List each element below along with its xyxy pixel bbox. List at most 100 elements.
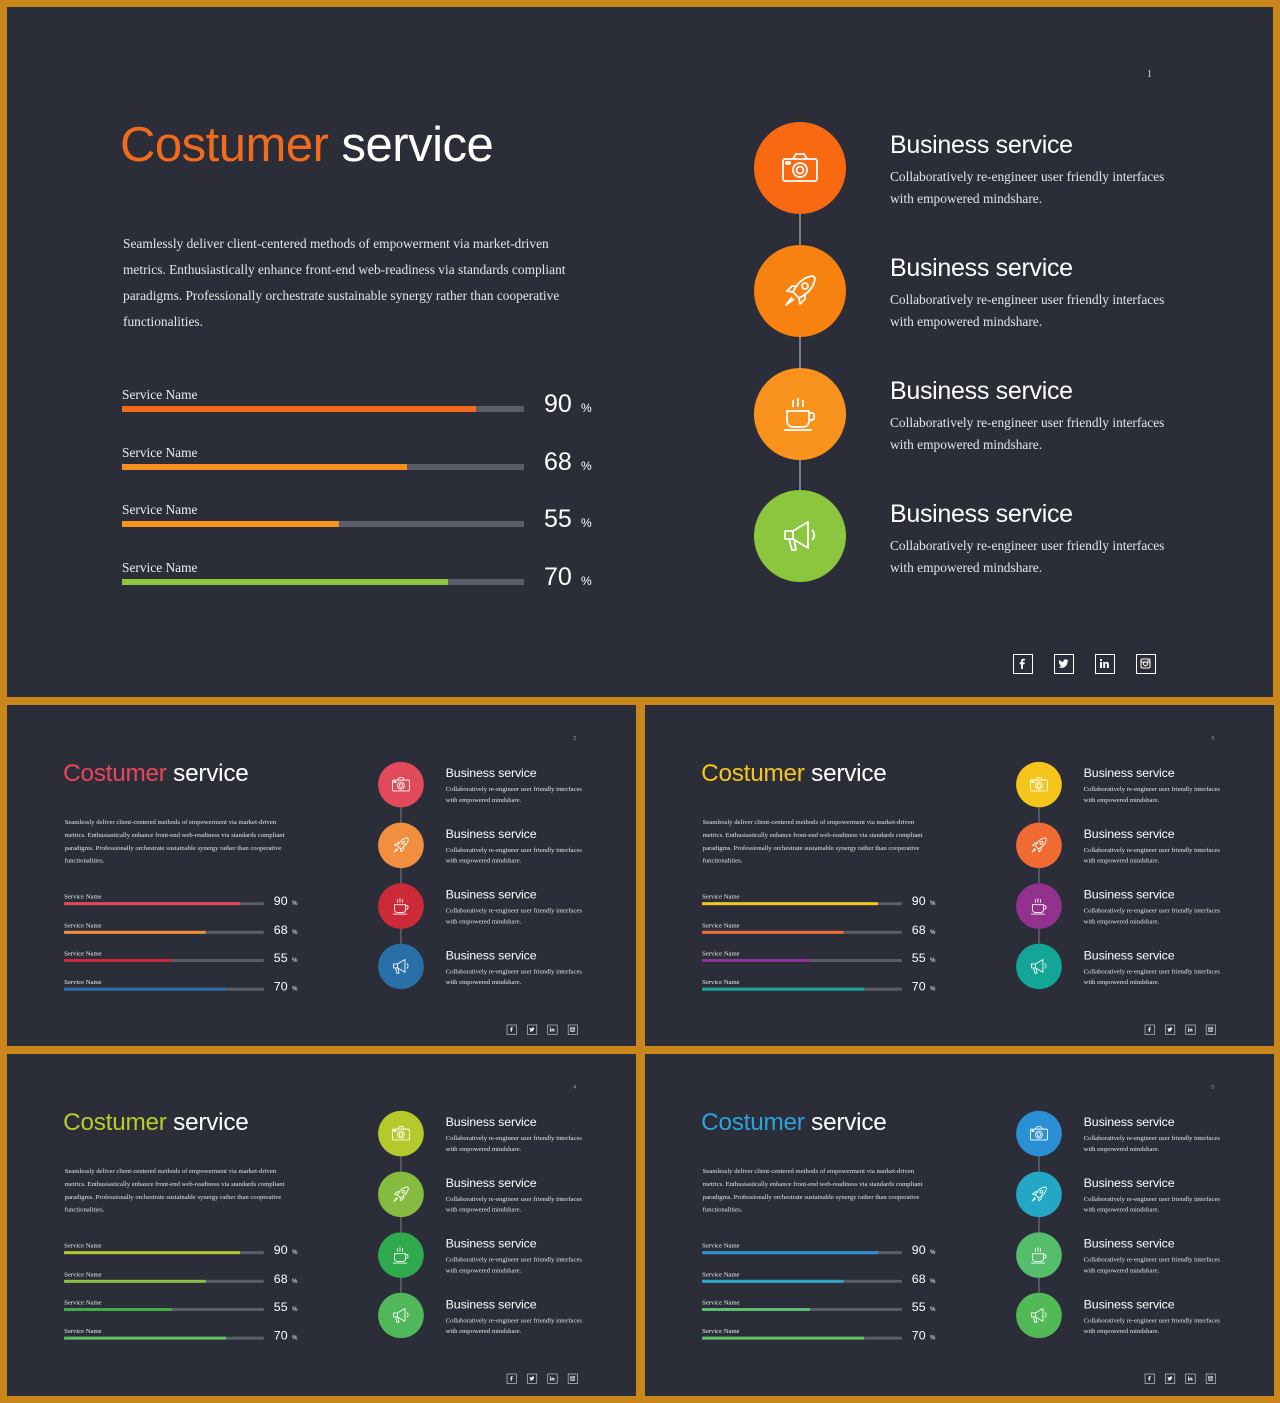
service-name-label: Service Name — [702, 1298, 740, 1307]
progress-row: Service Name 90% — [64, 1242, 307, 1267]
instagram-button[interactable] — [1136, 654, 1156, 674]
progress-fill — [702, 1279, 844, 1283]
percent-sign: % — [581, 459, 592, 473]
progress-track — [702, 1251, 902, 1255]
page-title: Costumer service — [701, 1108, 887, 1136]
progress-fill — [702, 959, 810, 962]
progress-value: 90 — [911, 894, 926, 909]
timeline-connector — [400, 784, 402, 967]
service-name-label: Service Name — [122, 387, 198, 402]
percent-sign: % — [930, 899, 936, 907]
progress-value: 55 — [544, 505, 572, 533]
facebook-button[interactable] — [506, 1024, 517, 1035]
service-title: Business service — [445, 887, 537, 902]
service-description: Collaboratively re-engineer user friendl… — [1083, 906, 1220, 925]
service-description: Collaboratively re-engineer user friendl… — [1083, 845, 1220, 865]
percent-sign: % — [292, 928, 298, 936]
progress-value: 55 — [273, 951, 288, 965]
percent-sign: % — [930, 1334, 936, 1342]
progress-fill — [702, 1308, 810, 1311]
facebook-button[interactable] — [1144, 1373, 1155, 1384]
title-word: service — [811, 759, 887, 787]
slide-content: 3 Costumer service Seamlessly deliver clie… — [645, 705, 1274, 1046]
instagram-button[interactable] — [567, 1024, 578, 1035]
service-description: Collaboratively re-engineer user friendl… — [1083, 785, 1220, 804]
progress-value: 55 — [273, 1300, 288, 1314]
percent-sign: % — [930, 1305, 936, 1313]
progress-track — [702, 959, 902, 962]
service-icon-circle — [1016, 822, 1062, 869]
service-name-label: Service Name — [122, 502, 198, 517]
service-icon-circle — [1016, 883, 1062, 929]
service-icon-circle — [378, 943, 424, 990]
linkedin-button[interactable] — [1185, 1373, 1196, 1384]
page-title: Costumer service — [120, 117, 494, 173]
progress-fill — [64, 930, 206, 934]
progress-value: 90 — [273, 1243, 288, 1258]
service-description: Collaboratively re-engineer user friendl… — [890, 292, 1165, 329]
progress-fill — [122, 464, 408, 470]
service-name-label: Service Name — [64, 949, 102, 958]
twitter-button[interactable] — [1165, 1024, 1176, 1035]
linkedin-button[interactable] — [547, 1024, 558, 1035]
service-name-label: Service Name — [64, 1298, 102, 1307]
progress-fill — [702, 1251, 878, 1255]
progress-track — [702, 1279, 902, 1283]
progress-row: Service Name 68% — [122, 445, 612, 495]
slide-3-thumbnail[interactable]: 3 Costumer service Seamlessly deliver clie… — [645, 705, 1274, 1046]
instagram-button[interactable] — [1205, 1373, 1216, 1384]
service-name-label: Service Name — [122, 445, 198, 460]
progress-track — [122, 579, 524, 585]
description-text: Seamlessly deliver client-centered metho… — [123, 236, 566, 329]
progress-track — [64, 930, 264, 934]
progress-fill — [702, 1336, 864, 1340]
facebook-button[interactable] — [1144, 1024, 1155, 1035]
slide-content: 1 Costumer service Seamlessly deliver clie… — [7, 7, 1273, 697]
title-word: service — [811, 1108, 887, 1136]
progress-track — [64, 1251, 264, 1255]
progress-value: 68 — [273, 1271, 288, 1286]
title-word: service — [341, 118, 494, 172]
slide-content: 5 Costumer service Seamlessly deliver clie… — [645, 1054, 1274, 1395]
instagram-button[interactable] — [567, 1373, 578, 1384]
progress-track — [122, 406, 524, 412]
progress-value: 55 — [911, 951, 926, 965]
instagram-button[interactable] — [1205, 1024, 1216, 1035]
twitter-button[interactable] — [1054, 654, 1074, 674]
service-name-label: Service Name — [702, 1270, 740, 1278]
progress-value: 70 — [911, 979, 926, 994]
progress-row: Service Name 68% — [64, 921, 307, 946]
slide-1[interactable]: 1 Costumer service Seamlessly deliver clie… — [7, 7, 1273, 697]
service-title: Business service — [1083, 887, 1175, 902]
slide-4-thumbnail[interactable]: 4 Costumer service Seamlessly deliver clie… — [7, 1054, 636, 1396]
percent-sign: % — [581, 401, 592, 415]
progress-track — [64, 987, 264, 991]
twitter-button[interactable] — [1165, 1373, 1176, 1384]
service-icon-circle — [1016, 1292, 1062, 1339]
title-word: service — [173, 759, 249, 787]
title-accent-word: Costumer — [63, 759, 167, 787]
slide-2-thumbnail[interactable]: 2 Costumer service Seamlessly deliver clie… — [7, 705, 636, 1046]
facebook-button[interactable] — [1013, 654, 1033, 674]
slide-content: 4 Costumer service Seamlessly deliver clie… — [7, 1054, 636, 1395]
service-title: Business service — [445, 1115, 537, 1130]
percent-sign: % — [930, 1277, 936, 1285]
progress-fill — [702, 987, 864, 991]
service-icon-circle — [754, 490, 846, 582]
linkedin-button[interactable] — [547, 1373, 558, 1384]
service-title: Business service — [1083, 1115, 1175, 1130]
twitter-button[interactable] — [527, 1024, 538, 1035]
service-title: Business service — [1083, 948, 1175, 963]
title-word: service — [173, 1108, 249, 1136]
percent-sign: % — [930, 985, 936, 993]
progress-value: 68 — [273, 922, 288, 937]
service-description: Collaboratively re-engineer user friendl… — [1083, 967, 1220, 986]
service-description: Collaboratively re-engineer user friendl… — [445, 845, 582, 865]
slide-5-thumbnail[interactable]: 5 Costumer service Seamlessly deliver clie… — [645, 1054, 1274, 1396]
service-description: Collaboratively re-engineer user friendl… — [445, 1255, 582, 1274]
linkedin-button[interactable] — [1185, 1024, 1196, 1035]
description-text: Seamlessly deliver client-centered metho… — [64, 818, 285, 865]
linkedin-button[interactable] — [1095, 654, 1115, 674]
twitter-button[interactable] — [527, 1373, 538, 1384]
facebook-button[interactable] — [506, 1373, 517, 1384]
